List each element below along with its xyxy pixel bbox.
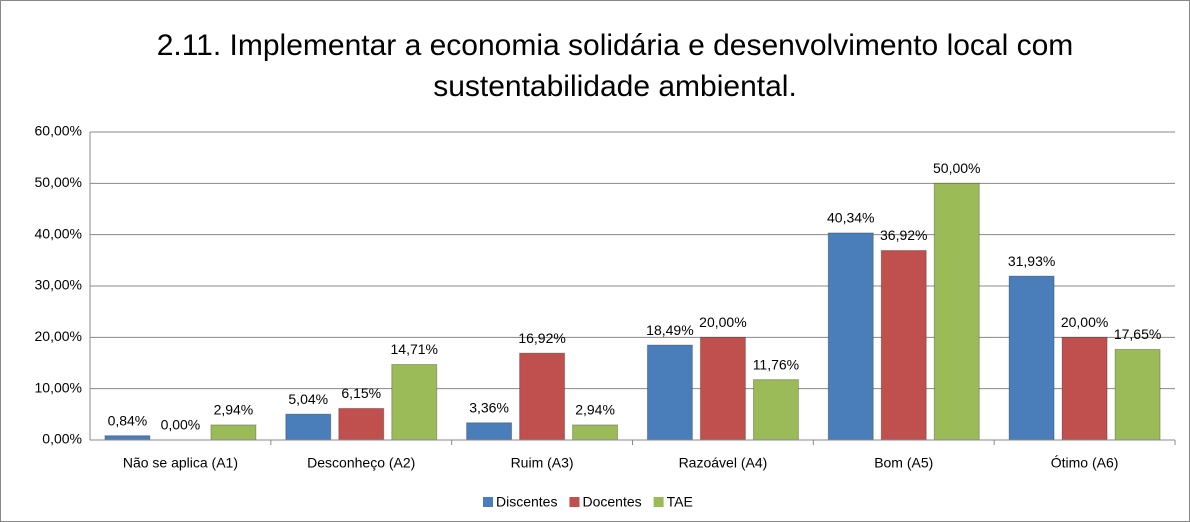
value-label: 2,94% (575, 402, 615, 418)
value-label: 14,71% (391, 341, 438, 357)
value-label: 16,92% (518, 330, 565, 346)
value-label: 5,04% (288, 391, 328, 407)
x-tick-label: Não se aplica (A1) (123, 455, 238, 471)
chart-title: sustentabilidade ambiental. (433, 70, 797, 103)
y-tick-label: 50,00% (35, 174, 82, 190)
value-label: 36,92% (880, 227, 927, 243)
value-label: 6,15% (341, 385, 381, 401)
bar (1114, 348, 1161, 441)
chart-title: 2.11. Implementar a economia solidária e… (157, 29, 1074, 62)
bar (210, 424, 257, 441)
value-label: 31,93% (1008, 253, 1055, 269)
legend-swatch (653, 497, 664, 507)
value-label: 11,76% (753, 356, 799, 372)
value-label: 20,00% (699, 314, 746, 330)
bar (827, 232, 874, 441)
y-tick-label: 10,00% (35, 379, 82, 395)
bar (880, 249, 927, 441)
y-tick-label: 60,00% (35, 123, 82, 139)
y-tick-label: 40,00% (35, 225, 82, 241)
value-label: 3,36% (469, 399, 509, 415)
bar (285, 413, 332, 441)
bar (1008, 275, 1055, 441)
value-label: 20,00% (1061, 314, 1108, 330)
bar (519, 352, 566, 441)
x-tick-label: Ótimo (A6) (1051, 455, 1119, 471)
value-label: 2,94% (214, 402, 254, 418)
bar (104, 435, 151, 441)
x-tick-label: Razoável (A4) (679, 455, 768, 471)
value-label: 17,65% (1114, 326, 1161, 342)
bar (699, 336, 746, 441)
bar (572, 424, 619, 441)
legend-swatch (569, 497, 580, 507)
value-label: 50,00% (933, 160, 980, 176)
bar (646, 344, 693, 441)
value-label: 0,00% (161, 417, 201, 433)
legend-label: Docentes (582, 494, 641, 510)
bar (466, 422, 513, 441)
bar (391, 363, 438, 441)
bar (752, 379, 799, 441)
legend-label: TAE (667, 494, 693, 510)
value-label: 0,84% (108, 412, 148, 428)
bar (933, 182, 980, 441)
value-label: 40,34% (827, 210, 874, 226)
bar (1061, 336, 1108, 441)
x-tick-label: Ruim (A3) (511, 455, 574, 471)
x-tick-label: Desconheço (A2) (307, 455, 415, 471)
x-tick-label: Bom (A5) (874, 455, 933, 471)
y-tick-label: 30,00% (35, 277, 82, 293)
y-tick-label: 20,00% (35, 328, 82, 344)
legend-swatch (483, 497, 493, 507)
value-label: 18,49% (646, 322, 693, 338)
y-tick-label: 0,00% (42, 431, 82, 447)
bar (338, 407, 385, 441)
legend-label: Discentes (496, 494, 557, 510)
